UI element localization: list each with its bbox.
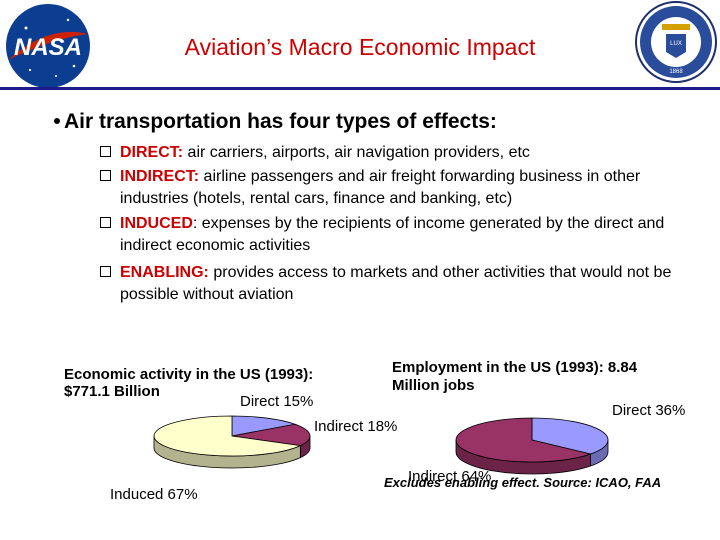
effect-item-indirect: INDIRECT: airline passengers and air fre… — [100, 166, 700, 210]
chart1-title-line1: Economic activity in the US (1993): — [64, 366, 314, 383]
effect-text: provides access to markets and other act… — [120, 264, 672, 303]
effect-keyword: INDIRECT: — [120, 168, 200, 185]
chart1-slice-induced — [153, 415, 302, 457]
source-footnote: Excludes enabling effect. Source: ICAO, … — [384, 475, 662, 490]
bullet-dot-icon — [54, 118, 60, 124]
header-divider — [0, 87, 720, 90]
effect-keyword: INDUCED — [120, 215, 193, 232]
chart2-slice-indirect — [455, 417, 592, 463]
chart2-title-line1: Employment in the US (1993): 8.84 — [392, 359, 638, 376]
chart1-title-line2: $771.1 Billion — [64, 383, 160, 400]
chart2-title-line2: Million jobs — [392, 377, 475, 394]
effect-keyword: DIRECT: — [120, 144, 184, 161]
effect-text: air carriers, airports, air navigation p… — [183, 144, 530, 161]
chart2-label-indirect: Indirect 64% — [408, 468, 492, 485]
effect-item-enabling: ENABLING: provides access to markets and… — [100, 262, 700, 306]
page-title: Aviation’s Macro Economic Impact — [184, 34, 536, 60]
chart1-slice-direct — [231, 415, 297, 437]
chart1-slice-indirect — [231, 423, 311, 447]
chart1-label-induced: Induced 67% — [110, 486, 198, 503]
effect-keyword: ENABLING: — [120, 264, 209, 281]
effect-text: airline passengers and air freight forwa… — [120, 168, 641, 207]
checkbox-square-icon — [100, 266, 111, 277]
checkbox-square-icon — [100, 217, 111, 228]
chart1-label-direct: Direct 15% — [240, 393, 314, 410]
effect-item-induced: INDUCED: expenses by the recipients of i… — [100, 213, 700, 257]
chart2-slice-direct — [531, 417, 609, 455]
main-bullet: Air transportation has four types of eff… — [54, 110, 497, 134]
effect-item-direct: DIRECT: air carriers, airports, air navi… — [100, 142, 700, 164]
checkbox-square-icon — [100, 146, 111, 157]
checkbox-square-icon — [100, 170, 111, 181]
chart1-label-indirect: Indirect 18% — [314, 418, 398, 435]
effect-text: : expenses by the recipients of income g… — [120, 215, 665, 254]
chart2-label-direct: Direct 36% — [612, 402, 686, 419]
